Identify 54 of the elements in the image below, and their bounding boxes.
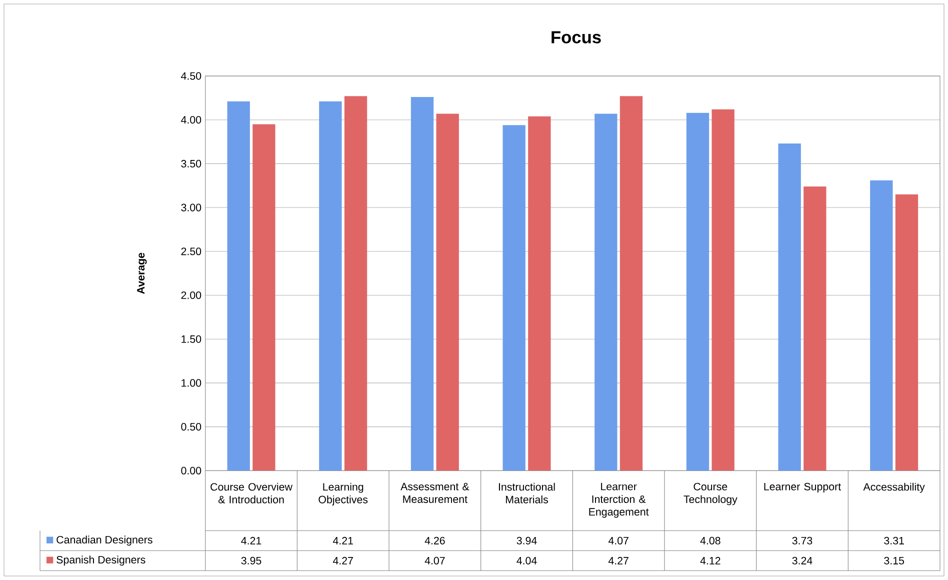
x-tick-label: Course Technology — [684, 482, 738, 506]
x-tick-label: Assessment & Measurement — [400, 482, 470, 503]
y-tick-label: 0.50 — [181, 423, 202, 431]
bar — [778, 144, 801, 471]
y-axis-title: Average — [137, 252, 147, 294]
y-tick-label: 4.00 — [181, 116, 202, 124]
y-tick-label: 1.00 — [182, 379, 202, 387]
x-tick-label: Instructional Materials — [498, 482, 555, 504]
bar — [252, 124, 276, 471]
data-label: 4.08 — [700, 536, 720, 544]
data-label: 4.12 — [700, 556, 720, 564]
y-tick-label: 2.50 — [181, 248, 202, 256]
y-tick-label: 1.50 — [182, 335, 202, 343]
data-label: 3.15 — [884, 556, 904, 564]
x-tick-label: Course Overview & Introduction — [210, 482, 292, 504]
bar — [344, 96, 368, 471]
data-label: 4.07 — [424, 556, 445, 564]
bar — [227, 101, 250, 471]
bar — [712, 109, 734, 471]
bar — [895, 194, 918, 471]
bar — [594, 114, 618, 471]
x-tick-label: Accessability — [863, 482, 925, 493]
chart-title: Focus — [552, 31, 601, 44]
data-label: 4.27 — [332, 556, 353, 564]
bar — [686, 112, 710, 471]
data-label: 4.07 — [608, 536, 628, 544]
data-label: 4.27 — [608, 556, 628, 564]
x-tick-label: Learner Interction & Engagement — [589, 482, 649, 518]
data-label: 3.31 — [884, 536, 904, 544]
bar — [502, 125, 526, 471]
data-label: 4.21 — [241, 536, 262, 544]
bar — [410, 97, 434, 471]
bar — [870, 180, 893, 471]
data-label: 4.04 — [516, 556, 537, 564]
y-tick-label: 4.50 — [181, 72, 202, 80]
legend-label: Spanish Designers — [56, 556, 146, 566]
data-label: 3.95 — [241, 556, 262, 564]
data-label: 3.73 — [792, 536, 812, 544]
bar — [804, 186, 826, 471]
bar — [528, 116, 551, 471]
bar — [620, 96, 643, 471]
x-tick-label: Learning Objectives — [318, 482, 368, 506]
x-tick-label: Learner Support — [764, 482, 841, 492]
bar — [319, 101, 342, 471]
data-label: 3.24 — [792, 556, 812, 564]
data-label: 4.26 — [424, 536, 445, 544]
legend-label: Canadian Designers — [56, 536, 152, 546]
y-tick-label: 3.50 — [181, 160, 202, 168]
y-tick-label: 2.00 — [181, 291, 202, 300]
data-label: 4.21 — [332, 536, 353, 544]
y-tick-label: 3.00 — [181, 204, 202, 212]
data-label: 3.94 — [516, 536, 537, 544]
y-tick-label: 0.00 — [181, 466, 202, 474]
bar — [436, 114, 459, 471]
